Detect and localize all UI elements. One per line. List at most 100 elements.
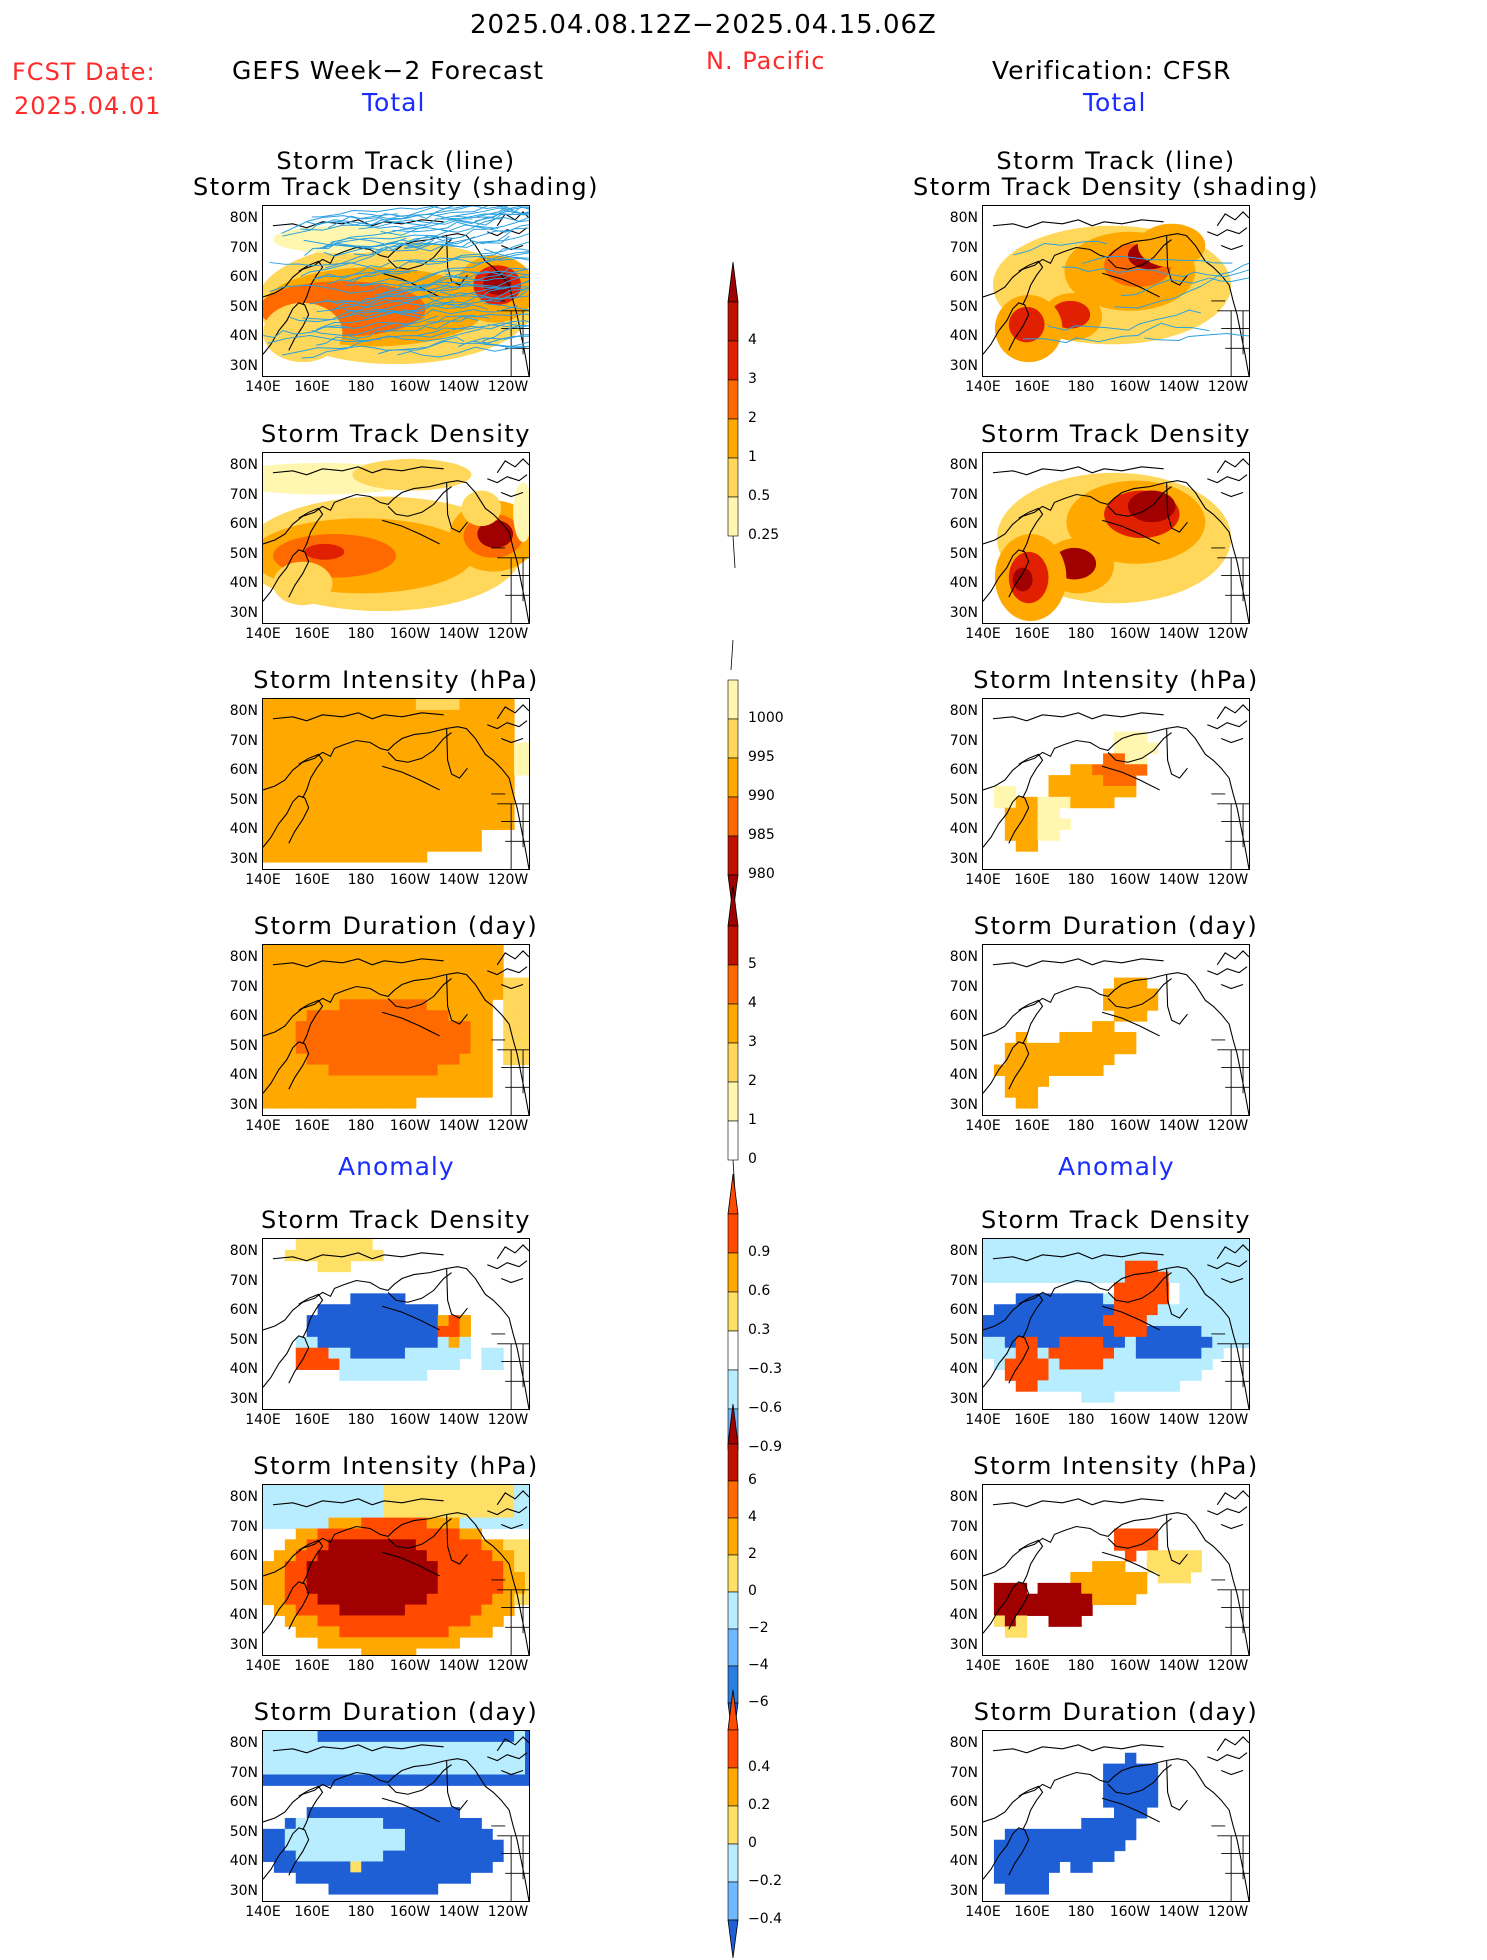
lat-tick-label: 60N <box>229 1794 258 1810</box>
grid-cell <box>437 1817 450 1830</box>
grid-cell <box>426 1042 439 1055</box>
grid-cell <box>426 720 439 733</box>
grid-cell <box>372 1752 384 1765</box>
region-title: N. Pacific <box>706 47 826 75</box>
grid-cell <box>394 999 406 1011</box>
grid-cell <box>514 1741 526 1754</box>
grid-cell <box>492 1839 504 1852</box>
grid-cell <box>1103 1042 1115 1055</box>
grid-cell <box>514 999 526 1011</box>
grid-cell <box>1124 999 1137 1011</box>
grid-cell <box>459 999 471 1011</box>
grid-cell <box>514 1550 526 1562</box>
grid-cell <box>361 807 373 820</box>
grid-cell <box>470 1506 482 1519</box>
grid-cell <box>459 1571 471 1584</box>
grid-cell <box>1081 1861 1093 1873</box>
grid-cell <box>459 1861 471 1873</box>
coastline <box>1207 1260 1248 1270</box>
grid-cell <box>383 807 395 820</box>
grid-cell <box>470 955 482 968</box>
grid-cell <box>470 945 482 957</box>
grid-cell <box>1026 829 1039 841</box>
grid-cell <box>317 1325 330 1338</box>
grid-cell <box>1026 1097 1039 1109</box>
grid-cell <box>437 977 450 989</box>
grid-cell <box>306 807 319 820</box>
grid-cell <box>361 796 373 809</box>
grid-cell <box>1223 1282 1235 1294</box>
grid-cell <box>1245 1325 1249 1338</box>
grid-cell <box>415 1850 428 1862</box>
grid-cell <box>295 1485 308 1497</box>
grid-cell <box>1048 1347 1060 1360</box>
grid-cell <box>350 1293 362 1305</box>
coastline <box>446 1760 468 1811</box>
grid-cell <box>361 1325 373 1338</box>
grid-cell <box>514 1042 526 1055</box>
colorbar-anom_duration: 0.4 0.2 0 −0.2 −0.4 <box>718 1690 818 1960</box>
lat-tick-label: 70N <box>949 239 978 256</box>
grid-cell <box>492 796 504 809</box>
grid-cell <box>415 955 428 968</box>
grid-cell <box>481 1358 493 1370</box>
grid-cell <box>273 1593 286 1606</box>
grid-cell <box>1212 1336 1224 1349</box>
grid-cell <box>361 945 373 957</box>
grid-cell <box>361 764 373 776</box>
grid-cell <box>1026 1336 1039 1349</box>
grid-cell <box>1124 1358 1137 1370</box>
coastline <box>501 245 524 251</box>
grid-cell <box>361 1828 373 1841</box>
grid-cell <box>448 1517 461 1529</box>
grid-cell <box>328 818 340 830</box>
grid-cell <box>448 1571 461 1584</box>
grid-cell <box>1135 1336 1148 1349</box>
grid-cell <box>1114 1774 1126 1786</box>
grid-cell <box>361 1042 373 1055</box>
grid-cell <box>317 977 330 989</box>
lat-tick-label: 70N <box>229 978 258 995</box>
grid-cell <box>481 1604 493 1616</box>
grid-cell <box>306 1249 319 1262</box>
lat-tick-label: 80N <box>229 949 258 965</box>
grid-cell <box>426 1741 439 1754</box>
colorbar-label: 4 <box>748 1509 757 1525</box>
grid-cell <box>1190 1369 1202 1381</box>
grid-cell <box>1037 1053 1050 1066</box>
grid-cell <box>415 1347 428 1360</box>
grid-cell <box>459 1752 471 1765</box>
grid-cell <box>361 1539 373 1551</box>
grid-cell <box>437 1086 450 1098</box>
grid-cell <box>1026 1369 1039 1381</box>
grid-cell <box>1081 1239 1093 1251</box>
grid-cell <box>361 1031 373 1044</box>
grid-cell <box>306 977 319 989</box>
grid-cell <box>339 1097 351 1109</box>
grid-cell <box>383 1550 395 1562</box>
lat-tick-label: 30N <box>229 1390 258 1407</box>
grid-cell <box>1037 1239 1050 1251</box>
grid-cell <box>1015 1239 1028 1251</box>
grid-cell <box>306 1550 319 1562</box>
grid-cell <box>1190 1358 1202 1370</box>
grid-cell <box>284 1053 297 1066</box>
grid-cell <box>1245 1249 1249 1262</box>
grid-cell <box>426 796 439 809</box>
grid-cell <box>481 1763 493 1775</box>
grid-cell <box>273 1774 286 1786</box>
grid-cell <box>481 1075 493 1087</box>
grid-cell <box>437 699 450 711</box>
grid-cell <box>437 1763 450 1775</box>
grid-cell <box>481 1042 493 1055</box>
grid-cell <box>317 1517 330 1529</box>
grid-cell <box>459 1741 471 1754</box>
storm-track-line <box>397 248 529 265</box>
grid-cell <box>470 1582 482 1595</box>
grid-cell <box>1092 1369 1104 1381</box>
grid-cell <box>448 1861 461 1873</box>
grid-cell <box>1092 796 1104 809</box>
grid-cell <box>306 851 319 863</box>
grid-cell <box>1070 1293 1082 1305</box>
lon-tick-label: 160E <box>1014 1412 1050 1428</box>
